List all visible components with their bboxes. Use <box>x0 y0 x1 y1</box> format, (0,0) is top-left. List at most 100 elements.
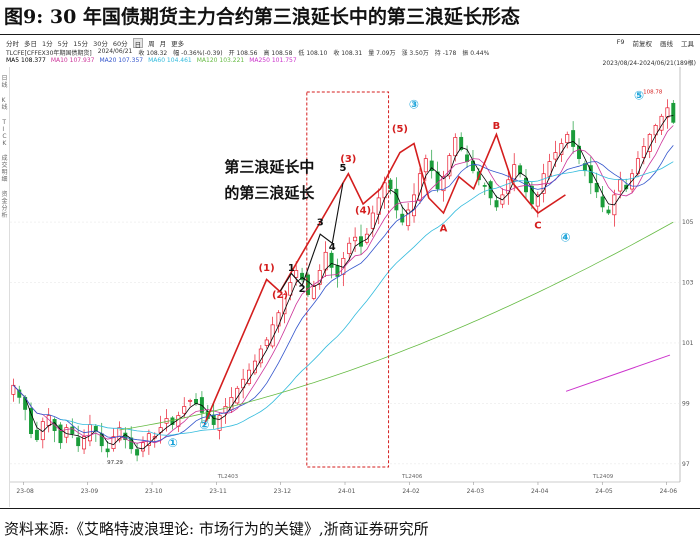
candle-body <box>571 130 576 147</box>
candle-body <box>170 417 175 425</box>
quote-item-0: 收 108.32 <box>138 50 168 57</box>
candle-body <box>135 449 140 456</box>
candle-body <box>217 415 222 431</box>
candle-body <box>93 426 98 431</box>
quote-item-2: 开 108.56 <box>228 50 258 57</box>
period-tab-9[interactable]: 月 <box>159 40 167 48</box>
right-tool-2[interactable]: 画线 <box>660 40 673 48</box>
period-tab-2[interactable]: 1分 <box>42 40 53 48</box>
wave-label-degree1-2: ③ <box>409 97 419 111</box>
right-tool-3[interactable]: 工具 <box>681 40 694 48</box>
candle-body <box>182 406 187 414</box>
period-tab-1[interactable]: 多日 <box>24 40 37 48</box>
candle-body <box>347 242 352 255</box>
x-tick-label-0: 23-08 <box>16 488 34 495</box>
candle-body <box>553 152 558 160</box>
ma250-line <box>565 354 671 392</box>
low-price-label: 97.29 <box>107 460 123 466</box>
wave-label-degree2-2: (3) <box>340 154 356 165</box>
candle-body <box>146 433 151 446</box>
ma-legend-item-0: MA5 108.377 <box>6 57 46 64</box>
wave-label-degree3-1: 2 <box>299 284 306 295</box>
candle-body <box>671 102 676 123</box>
candle-body <box>423 158 428 173</box>
candle-body <box>58 424 63 444</box>
left-strip-item-0[interactable]: 日线 <box>1 75 8 89</box>
period-toolbar: 分时 多日 1分 5分 15分 30分 60分日周月更多 <box>6 38 185 49</box>
ma-legend-item-3: MA60 104.461 <box>148 57 192 64</box>
candle-body <box>252 360 257 374</box>
candle-body <box>105 448 110 453</box>
quote-item-1: 幅 -0.36%(-0.39) <box>173 50 223 57</box>
ma120-line <box>119 221 674 431</box>
candle-body <box>141 442 145 452</box>
candle-body <box>518 165 523 175</box>
top-rule <box>0 34 700 35</box>
period-tab-0[interactable]: 分时 <box>6 40 19 48</box>
quote-item-5: 收 108.31 <box>333 50 363 57</box>
candle-body <box>370 212 375 229</box>
wave-label-degree1-0: ① <box>168 436 178 450</box>
candle-body <box>211 414 216 425</box>
period-tab-8[interactable]: 周 <box>148 40 155 48</box>
ma5-line <box>13 115 674 450</box>
candle-body <box>394 188 399 211</box>
candle-body <box>435 171 440 190</box>
x-tick-label-5: 24-01 <box>338 488 356 495</box>
candle-body <box>76 437 81 447</box>
candle-body <box>317 270 322 285</box>
candle-body <box>559 143 564 155</box>
candle-body <box>594 183 599 193</box>
wave-label-degree2-4: (5) <box>392 124 408 135</box>
candle-body <box>176 415 181 427</box>
period-tab-10[interactable]: 更多 <box>171 40 185 48</box>
date-label: 2024/06/21 <box>97 48 133 55</box>
quote-infobar: TLCFE[CFFEX30年期国债期货] 2024/06/21 收 108.32… <box>6 48 489 57</box>
symbol-label: TLCFE[CFFEX30年期国债期货] <box>6 50 92 57</box>
candle-body <box>529 185 534 205</box>
ma60-line <box>60 161 674 436</box>
date-range-label: 2023/08/24-2024/06/21(189根) <box>602 60 696 67</box>
candle-body <box>123 432 128 441</box>
candle-body <box>117 427 122 441</box>
right-tool-1[interactable]: 前复权 <box>632 40 653 48</box>
x-tick-label-2: 23-10 <box>145 488 163 495</box>
ma20-line <box>13 145 674 443</box>
annotation-line-0: 第三浪延长中 <box>224 158 314 176</box>
contract-label-2: TL2409 <box>592 474 614 480</box>
candle-body <box>364 233 369 243</box>
candle-body <box>111 436 116 449</box>
candle-body <box>641 146 646 158</box>
candle-body <box>129 437 134 450</box>
period-tab-7[interactable]: 日 <box>132 38 144 49</box>
candle-body <box>82 436 87 450</box>
right-toolbar: F9 前复权 画线 工具 <box>617 38 694 48</box>
y-tick-label-3: 99 <box>682 400 690 407</box>
wave-highlight-box <box>306 91 390 468</box>
ma10-line <box>13 125 674 444</box>
source-note: 资料来源:《艾略特波浪理论: 市场行为的关键》,浙商证券研究所 <box>4 520 429 538</box>
candle-body <box>600 196 605 208</box>
period-tab-3[interactable]: 5分 <box>57 40 69 48</box>
right-tool-0[interactable]: F9 <box>616 38 625 46</box>
period-tab-6[interactable]: 60分 <box>112 40 128 48</box>
x-tick-label-9: 24-05 <box>595 488 613 495</box>
candle-body <box>535 194 540 207</box>
figure-title: 图9: 30 年国债期货主力合约第三浪延长中的第三浪延长形态 <box>4 6 520 28</box>
left-strip-item-4[interactable]: 资金分析 <box>1 191 8 219</box>
period-tab-5[interactable]: 30分 <box>93 40 108 48</box>
ma-legend-item-5: MA250 101.757 <box>249 57 297 64</box>
wave-label-degree2-1: (2) <box>272 290 288 301</box>
y-tick-label-4: 97 <box>682 461 690 468</box>
x-tick-label-1: 23-09 <box>81 488 99 495</box>
candle-body <box>482 185 487 187</box>
left-strip-item-3[interactable]: 成交明细 <box>1 155 8 183</box>
wave-label-degree1-3: ④ <box>560 230 570 244</box>
candle-body <box>258 348 263 364</box>
period-tab-4[interactable]: 15分 <box>73 40 89 48</box>
candle-body <box>276 312 281 327</box>
candle-body <box>606 209 611 214</box>
